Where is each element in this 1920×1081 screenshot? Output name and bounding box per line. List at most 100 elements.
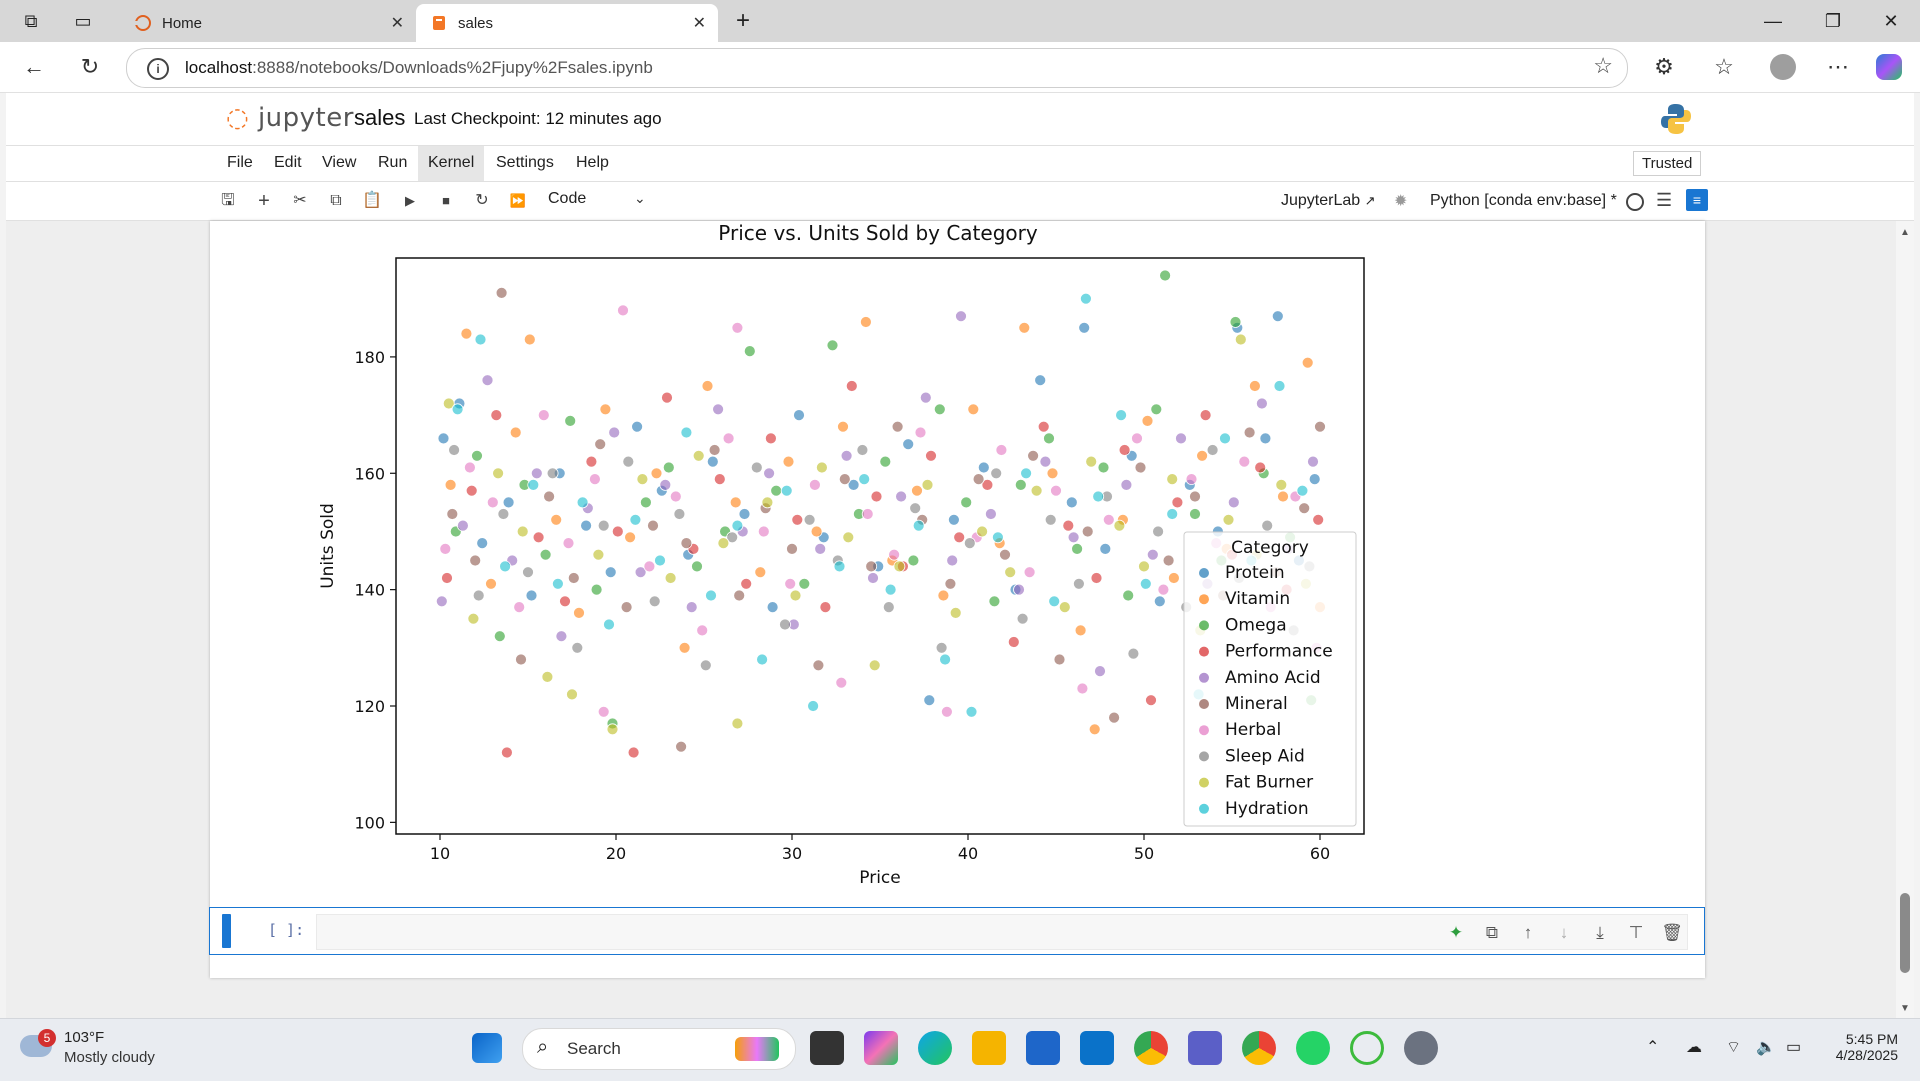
ai-sparkle-icon[interactable]: ✦ <box>1448 923 1464 942</box>
menu-run[interactable]: Run <box>378 154 408 171</box>
close-window-icon[interactable]: ✕ <box>1883 11 1899 31</box>
taskbar-search[interactable]: ⌕ Search <box>522 1028 796 1070</box>
refresh-icon[interactable]: ↻ <box>80 54 100 79</box>
empty-code-cell[interactable]: [ ]: ✦ ⧉ ↑ ↓ ⤓ ⊤ 🗑 <box>209 907 1705 955</box>
outlook-app-icon[interactable] <box>1080 1031 1114 1065</box>
paste-icon[interactable]: 📋 <box>362 192 382 209</box>
minimize-icon[interactable]: — <box>1764 11 1782 31</box>
legend-label: Performance <box>1225 642 1333 662</box>
data-point <box>1097 461 1110 474</box>
url-field[interactable]: i localhost:8888/notebooks/Downloads%2Fj… <box>126 48 1628 88</box>
restart-run-all-icon[interactable]: ⏩ <box>509 193 527 208</box>
move-down-icon[interactable]: ↓ <box>1559 923 1569 942</box>
scroll-down-icon[interactable]: ▼ <box>1900 1003 1910 1014</box>
data-point <box>1296 484 1309 497</box>
file-explorer-icon[interactable] <box>972 1031 1006 1065</box>
favorite-star-icon[interactable]: ☆ <box>1593 53 1613 78</box>
data-point <box>1168 572 1180 584</box>
wifi-icon[interactable]: ⌔ <box>1726 1039 1742 1056</box>
scroll-up-icon[interactable]: ▲ <box>1900 227 1910 238</box>
store-app-icon[interactable] <box>1026 1031 1060 1065</box>
chrome-app-icon[interactable] <box>1134 1031 1168 1065</box>
scrollbar-thumb[interactable] <box>1900 893 1910 973</box>
jupyter-logo[interactable]: ◌ jupyter <box>226 103 354 133</box>
legend-box <box>1183 531 1357 827</box>
data-point <box>921 478 934 491</box>
menu-edit[interactable]: Edit <box>274 154 302 171</box>
jupyterlab-link[interactable]: JupyterLab ↗ <box>1281 192 1376 209</box>
data-point <box>446 508 459 520</box>
data-point <box>611 525 624 538</box>
volume-icon[interactable]: 🔈 <box>1756 1039 1776 1056</box>
data-point <box>925 449 937 462</box>
settings-app-icon[interactable] <box>1404 1031 1438 1065</box>
data-point <box>439 542 452 555</box>
stop-icon[interactable]: ■ <box>442 193 450 208</box>
site-info-icon[interactable]: i <box>147 58 169 80</box>
table-of-contents-icon[interactable]: ☰ <box>1656 190 1673 210</box>
restart-icon[interactable]: ↻ <box>475 192 489 209</box>
copilot-icon[interactable] <box>1876 54 1902 80</box>
profile-avatar[interactable] <box>1770 54 1796 80</box>
chrome-profile-app-icon[interactable] <box>1242 1031 1276 1065</box>
cut-icon[interactable]: ✂ <box>293 192 307 209</box>
data-point <box>1189 490 1201 503</box>
vertical-scrollbar[interactable]: ▲ ▼ <box>1896 221 1914 1018</box>
restore-icon[interactable]: ❐ <box>1824 11 1842 31</box>
whatsapp-app-icon[interactable] <box>1296 1031 1330 1065</box>
kernel-name[interactable]: Python [conda env:base] * <box>1430 192 1617 209</box>
close-tab-icon[interactable]: ✕ <box>692 15 706 32</box>
cell-type-select[interactable]: Code <box>548 190 587 207</box>
notebook-name[interactable]: sales <box>354 105 406 130</box>
teams-app-icon[interactable] <box>1188 1031 1222 1065</box>
anaconda-app-icon[interactable] <box>1350 1031 1384 1065</box>
battery-icon[interactable]: ▭ <box>1786 1039 1802 1056</box>
close-tab-icon[interactable]: ✕ <box>390 15 404 32</box>
back-icon[interactable]: ← <box>23 54 45 79</box>
debugger-icon[interactable]: ✹ <box>1394 193 1408 210</box>
trusted-indicator[interactable]: Trusted <box>1633 151 1702 176</box>
vertical-tabs-icon[interactable]: ▭ <box>74 11 92 31</box>
menu-kernel[interactable]: Kernel <box>418 146 485 181</box>
data-point <box>541 670 554 683</box>
property-inspector-icon[interactable]: ≡ <box>1686 189 1708 211</box>
workspaces-icon[interactable]: ⧉ <box>24 11 38 31</box>
tab-home[interactable]: Home ✕ <box>120 4 416 42</box>
insert-below-icon[interactable]: ⊤ <box>1628 923 1644 942</box>
data-point <box>680 426 693 439</box>
favorites-icon[interactable]: ☆ <box>1714 54 1734 79</box>
cell-input[interactable] <box>316 914 1688 950</box>
data-point <box>941 705 953 718</box>
duplicate-cell-icon[interactable]: ⧉ <box>1485 923 1499 942</box>
chevron-up-icon[interactable]: ⌃ <box>1646 1039 1660 1056</box>
chevron-down-icon[interactable]: ⌄ <box>634 190 646 206</box>
menu-file[interactable]: File <box>227 154 253 171</box>
data-point <box>662 461 675 474</box>
more-options-icon[interactable]: ⋯ <box>1827 54 1849 79</box>
data-point <box>731 717 744 730</box>
extensions-icon[interactable]: ⚙ <box>1654 54 1674 79</box>
start-button-icon[interactable] <box>472 1033 502 1063</box>
edge-app-icon[interactable] <box>918 1031 952 1065</box>
delete-cell-icon[interactable]: 🗑 <box>1661 923 1683 942</box>
clock[interactable]: 5:45 PM 4/28/2025 <box>1818 1031 1898 1063</box>
insert-above-icon[interactable]: ⤓ <box>1596 923 1604 942</box>
tab-sales[interactable]: sales ✕ <box>416 4 718 42</box>
new-tab-icon[interactable]: + <box>735 7 750 34</box>
move-up-icon[interactable]: ↑ <box>1523 923 1533 942</box>
menu-view[interactable]: View <box>322 154 357 171</box>
legend-label: Hydration <box>1225 799 1309 819</box>
copy-icon[interactable]: ⧉ <box>330 192 342 209</box>
save-icon[interactable]: 🖫 <box>221 192 235 209</box>
task-view-icon[interactable] <box>810 1031 844 1065</box>
insert-cell-icon[interactable]: + <box>258 190 270 212</box>
legend-label: Fat Burner <box>1225 773 1313 793</box>
data-point <box>1044 513 1057 526</box>
data-point <box>912 519 925 532</box>
onedrive-icon[interactable]: ☁ <box>1686 1039 1702 1056</box>
menu-help[interactable]: Help <box>576 154 609 171</box>
data-point <box>779 618 791 631</box>
menu-settings[interactable]: Settings <box>496 154 554 171</box>
copilot-app-icon[interactable] <box>864 1031 898 1065</box>
run-icon[interactable]: ▶ <box>405 193 415 208</box>
